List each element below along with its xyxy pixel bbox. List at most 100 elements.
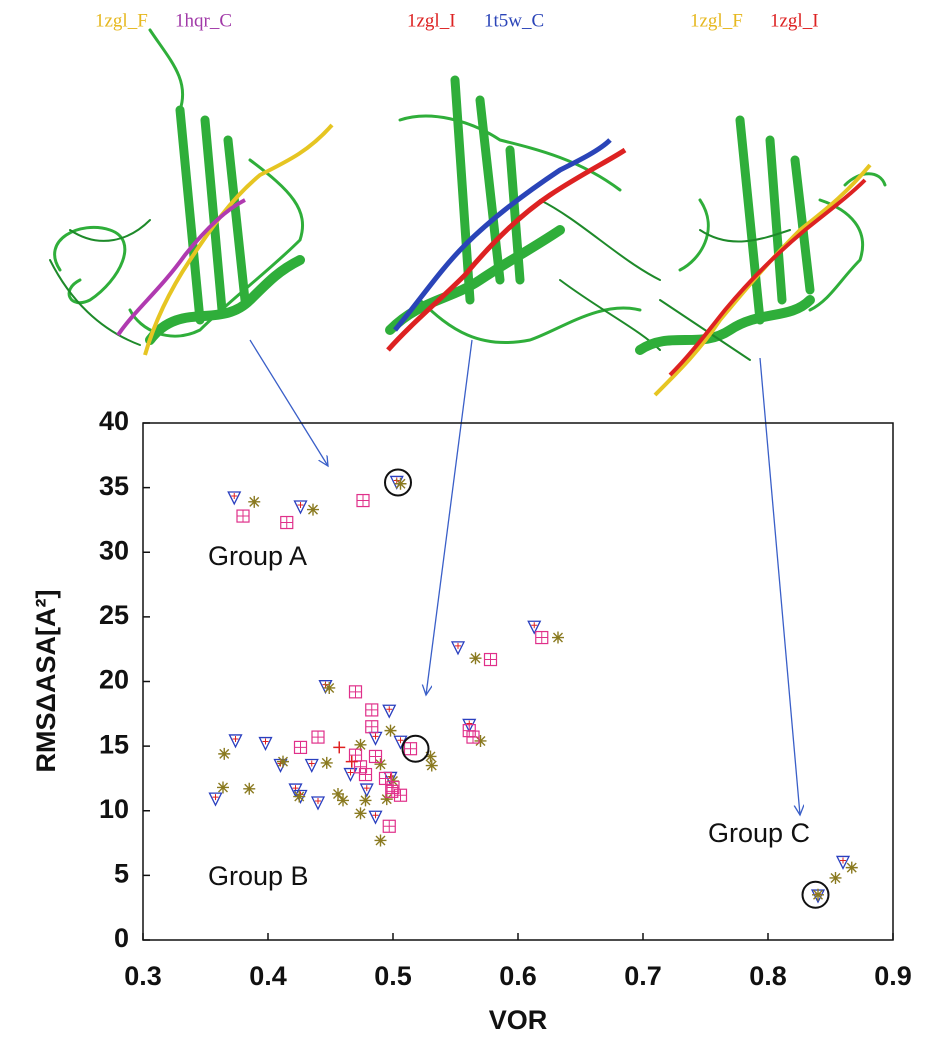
marker-shape	[812, 888, 824, 901]
marker-shape	[228, 734, 243, 749]
scatter-point	[333, 741, 346, 754]
y-tick-label: 30	[99, 535, 129, 565]
scatter-point	[218, 747, 231, 760]
scatter-point	[394, 477, 407, 490]
arrow	[759, 357, 800, 815]
scatter-point	[474, 734, 487, 747]
y-tick-label: 35	[99, 471, 129, 501]
structure-label: 1zgl_I	[407, 10, 456, 31]
marker-shape	[425, 759, 438, 772]
structure-label: 1hqr_C	[175, 10, 232, 31]
marker-shape	[380, 793, 393, 806]
scatter-point	[354, 807, 367, 820]
scatter-point	[217, 781, 229, 794]
marker-shape	[404, 742, 417, 755]
marker-shape	[293, 500, 308, 515]
scatter-point	[228, 734, 243, 749]
scatter-point	[385, 784, 399, 798]
marker-shape	[243, 782, 256, 795]
marker-shape	[845, 861, 858, 874]
y-tick-label: 5	[114, 859, 129, 889]
marker-shape	[829, 871, 842, 884]
scatter-point	[368, 749, 383, 764]
scatter-point	[382, 819, 396, 833]
marker-shape	[372, 812, 379, 819]
marker-shape	[332, 787, 344, 800]
marker-shape	[248, 495, 261, 508]
scatter-point	[378, 771, 393, 786]
marker-shape	[231, 492, 238, 499]
scatter-point	[227, 491, 242, 506]
scatter-point	[835, 855, 851, 870]
marker-shape	[835, 855, 851, 870]
scatter-point	[845, 861, 858, 874]
y-axis-label: RMSΔASA[A²]	[31, 590, 61, 773]
highlight-circle	[384, 468, 412, 497]
marker-shape	[349, 685, 362, 698]
scatter-point	[277, 755, 289, 768]
scatter-point	[337, 794, 349, 807]
scatter-point	[403, 742, 418, 756]
scatter-point	[382, 704, 397, 719]
marker-shape	[218, 747, 231, 760]
scatter-point	[425, 759, 438, 772]
x-tick-label: 0.7	[624, 961, 662, 991]
marker-shape	[315, 797, 321, 804]
scatter-point	[365, 720, 379, 734]
marker-shape	[343, 767, 358, 783]
marker-shape	[374, 834, 387, 847]
marker-shape	[484, 653, 497, 666]
scatter-point	[310, 796, 326, 811]
marker-shape	[337, 794, 349, 807]
marker-shape	[320, 756, 333, 769]
scatter-point	[311, 730, 325, 744]
scatter-point	[368, 731, 383, 746]
scatter-point	[552, 631, 564, 644]
scatter-point	[243, 782, 256, 795]
annotation: Group B	[208, 861, 309, 891]
x-tick-label: 0.5	[374, 961, 412, 991]
scatter-point	[365, 703, 379, 717]
marker-shape	[469, 652, 482, 665]
arrow	[426, 339, 473, 695]
y-tick-label: 40	[99, 406, 129, 436]
highlight-circle	[801, 880, 830, 909]
marker-shape	[372, 733, 379, 740]
structure-label: 1zgl_F	[95, 10, 148, 31]
scatter-point	[424, 750, 437, 763]
arrow	[249, 339, 328, 466]
marker-shape	[397, 737, 404, 744]
scatter-point	[332, 787, 344, 800]
marker-shape	[323, 681, 336, 694]
marker-shape	[455, 642, 461, 649]
scatter-point	[359, 794, 372, 807]
marker-shape	[386, 706, 393, 713]
scatter-point	[393, 788, 408, 802]
marker-shape	[217, 781, 229, 794]
scatter-point	[374, 834, 387, 847]
y-tick-label: 20	[99, 665, 129, 695]
marker-shape	[297, 502, 304, 509]
marker-shape	[307, 503, 319, 516]
scatter-point	[354, 738, 367, 751]
marker-shape	[383, 820, 396, 833]
marker-shape	[359, 768, 372, 781]
marker-shape	[227, 491, 242, 506]
x-tick-label: 0.4	[249, 961, 287, 991]
marker-shape	[333, 741, 346, 754]
x-axis-label: VOR	[489, 1005, 548, 1035]
scatter-point	[293, 790, 306, 803]
scatter-point	[248, 495, 261, 508]
marker-shape	[349, 749, 362, 762]
scatter-point	[380, 793, 393, 806]
scatter-point	[293, 740, 308, 755]
scatter-point	[359, 783, 374, 798]
marker-shape	[294, 741, 307, 754]
highlight-circle	[401, 734, 430, 763]
marker-shape	[359, 794, 372, 807]
scatter-point	[483, 652, 498, 667]
scatter-point	[358, 767, 373, 782]
marker-shape	[384, 724, 397, 737]
scatter-point	[469, 652, 482, 665]
